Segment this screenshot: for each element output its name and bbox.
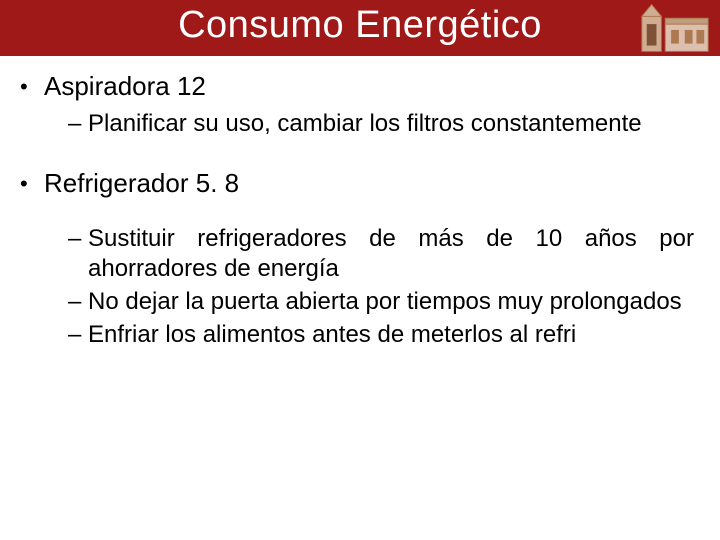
bullet-label: Refrigerador 5. 8 bbox=[44, 167, 239, 200]
sub-list: – Sustituir refrigeradores de más de 10 … bbox=[20, 224, 700, 351]
dash-icon: – bbox=[68, 320, 88, 351]
title-bar: Consumo Energético bbox=[0, 0, 720, 56]
dash-icon: – bbox=[68, 109, 88, 140]
bullet-label: Aspiradora 12 bbox=[44, 70, 206, 103]
dash-icon: – bbox=[68, 224, 88, 285]
bullet-dot-icon: • bbox=[20, 167, 44, 198]
sub-item: – No dejar la puerta abierta por tiempos… bbox=[68, 287, 694, 318]
sub-item: – Planificar su uso, cambiar los filtros… bbox=[68, 109, 694, 140]
sub-text: No dejar la puerta abierta por tiempos m… bbox=[88, 287, 694, 318]
sub-text: Planificar su uso, cambiar los filtros c… bbox=[88, 109, 694, 140]
bullet-dot-icon: • bbox=[20, 70, 44, 101]
sub-item: – Enfriar los alimentos antes de meterlo… bbox=[68, 320, 694, 351]
bullet-item: • Refrigerador 5. 8 bbox=[20, 167, 700, 200]
page-title: Consumo Energético bbox=[0, 4, 720, 47]
sub-list: – Planificar su uso, cambiar los filtros… bbox=[20, 109, 700, 140]
sub-item: – Sustituir refrigeradores de más de 10 … bbox=[68, 224, 694, 285]
bullet-item: • Aspiradora 12 bbox=[20, 70, 700, 103]
sub-text: Enfriar los alimentos antes de meterlos … bbox=[88, 320, 694, 351]
sub-text: Sustituir refrigeradores de más de 10 añ… bbox=[88, 224, 694, 285]
dash-icon: – bbox=[68, 287, 88, 318]
slide-body: • Aspiradora 12 – Planificar su uso, cam… bbox=[0, 56, 720, 351]
institution-logo-icon bbox=[636, 0, 714, 58]
